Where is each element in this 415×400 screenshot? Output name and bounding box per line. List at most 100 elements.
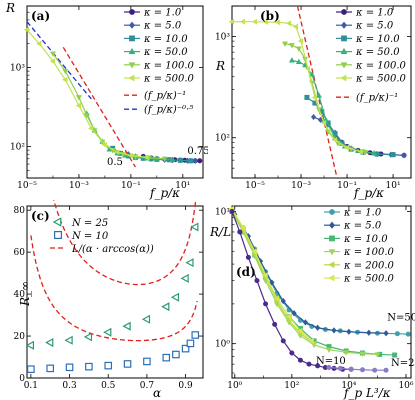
reference-legend: (f_p/κ)⁻¹ (f_p/κ)⁻⁰·⁵ [124, 91, 193, 116]
data-point [308, 337, 314, 344]
legend-label: κ = 5.0 [343, 221, 382, 232]
y-axis-label: R/L [209, 225, 231, 239]
fit-curve [53, 200, 197, 286]
y-tick-label: 10⁰ [215, 340, 230, 350]
data-point [197, 158, 203, 164]
y-tick-label: 80 [14, 206, 26, 216]
data-point [245, 254, 251, 260]
data-point [254, 278, 260, 284]
data-point [405, 331, 411, 337]
legend-marker [129, 35, 135, 42]
legend-marker [128, 62, 136, 69]
data-point [104, 361, 113, 370]
data-point [143, 154, 149, 161]
legend-label: κ = 200.0 [343, 260, 395, 271]
data-point [282, 41, 288, 47]
legend-marker [52, 217, 62, 227]
data-point [311, 94, 317, 101]
data-point [304, 65, 311, 72]
legend-label: κ = 10.0 [143, 34, 188, 45]
x-tick-label: 10⁻³ [291, 181, 311, 191]
data-point [251, 248, 257, 255]
legend-label: κ = 500.0 [143, 74, 195, 85]
data-point [343, 144, 350, 151]
data-point [394, 331, 400, 337]
data-point [239, 18, 246, 25]
x-tick-label: 10⁶ [398, 381, 413, 391]
legend: κ = 1.0 κ = 5.0 κ = 10.0 κ = 50.0 κ = 100.0 κ… [124, 8, 195, 85]
y-tick-label: 40 [14, 290, 26, 300]
legend: κ = 1.0 κ = 5.0 κ = 10.0 κ = 100.0 κ = 200.0… [324, 208, 395, 285]
panel-label: (d) [236, 265, 256, 279]
legend-marker [341, 35, 347, 42]
data-point [170, 292, 180, 302]
data-point [75, 102, 81, 109]
data-point [161, 156, 168, 163]
data-point [45, 338, 54, 348]
x-tick-label: 10⁻³ [69, 181, 89, 191]
y-tick-label: 10² [215, 134, 230, 144]
plot-frame [231, 5, 412, 179]
plot-frame [26, 205, 204, 379]
data-point [49, 58, 56, 65]
legend-label: (f_p/κ)⁻⁰·⁵ [144, 105, 193, 116]
data-point [362, 150, 368, 156]
legend-label: (f_p/κ)⁻¹ [144, 91, 186, 102]
legend-marker [129, 21, 135, 29]
x-tick-label: 10⁻¹ [121, 181, 141, 191]
data-point [383, 330, 389, 337]
data-point [291, 310, 297, 317]
legend-marker [128, 74, 135, 82]
data-point [289, 350, 295, 356]
data-point [114, 149, 120, 156]
series-line [306, 96, 394, 156]
data-point [181, 344, 190, 353]
data-point [262, 19, 269, 25]
panel-label: (c) [31, 209, 50, 223]
data-point [141, 314, 151, 324]
plot-frame [231, 205, 412, 379]
data-point [50, 51, 56, 57]
data-point [390, 152, 396, 158]
x-tick-label: 0.9 [178, 381, 193, 391]
data-point [143, 357, 151, 366]
data-point [326, 365, 332, 371]
legend-label: κ = 1.0 [143, 8, 182, 19]
legend-marker [341, 9, 347, 15]
data-point [316, 92, 322, 98]
panel-a: 10⁻⁵ 10⁻³ 10⁻¹ 10¹ 10² 10³ 0.5 0.75 (a) Rf_p/κ κ =… [5, 1, 208, 200]
series-5 [282, 41, 368, 156]
data-point [306, 361, 312, 367]
data-point [64, 335, 73, 345]
plot-frame [26, 5, 204, 179]
annotation-label: N=50 [387, 312, 415, 323]
data-point [269, 279, 275, 286]
data-point [360, 367, 366, 373]
data-point [186, 339, 195, 348]
series-line [234, 214, 387, 334]
data-point [191, 331, 200, 339]
panel-d: 10⁰ 10² 10⁴ 10⁶ 10⁰ 10¹ N=50 N=10 N=25 (d) R/L f_p … [209, 205, 415, 400]
x-tick-label: 10⁻⁵ [245, 181, 265, 191]
data-point [123, 360, 132, 368]
x-tick-label: 10⁻⁵ [17, 181, 37, 191]
data-point [27, 365, 35, 373]
data-point [62, 69, 69, 75]
annotation-label: 0.75 [187, 146, 208, 157]
y-tick-label: 10² [10, 143, 25, 153]
data-point [122, 321, 131, 331]
x-tick-label: 10⁴ [341, 381, 356, 391]
data-point [229, 208, 235, 214]
data-point [127, 152, 133, 159]
data-point [83, 332, 93, 342]
x-tick-label: 10⁻¹ [337, 181, 357, 191]
data-point [292, 23, 298, 30]
y-axis-label: R [5, 1, 15, 15]
data-point [288, 57, 295, 63]
data-point [285, 313, 292, 320]
fit-curve [30, 235, 198, 342]
data-point [317, 116, 324, 123]
reference-line [26, 21, 92, 100]
data-point [331, 327, 337, 334]
series-2 [27, 331, 200, 373]
